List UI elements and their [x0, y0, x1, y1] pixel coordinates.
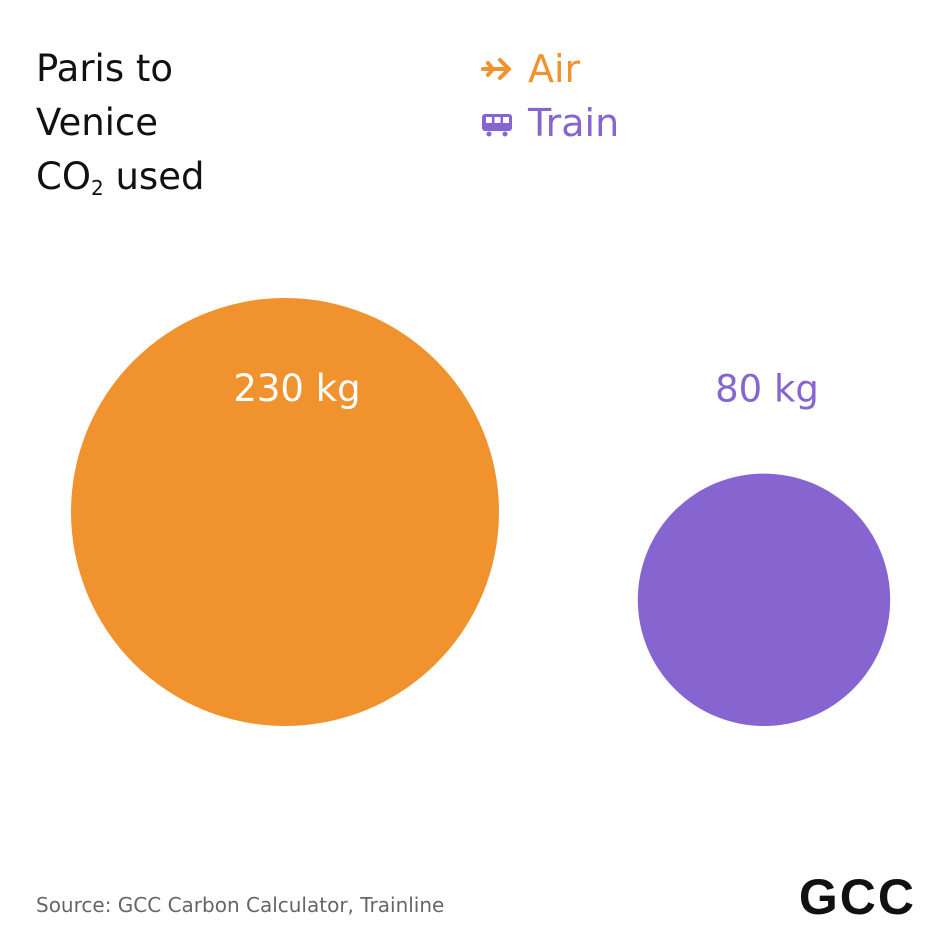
- plane-arrow-icon: [480, 52, 514, 86]
- legend-label-train: Train: [528, 101, 620, 145]
- data-label-air: 230 kg: [233, 367, 360, 410]
- title-subscript: 2: [90, 176, 104, 200]
- title-co: CO: [36, 155, 91, 198]
- chart-title: Paris to Venice CO2 used: [36, 42, 204, 204]
- title-used: used: [103, 155, 205, 198]
- bubble-air: [71, 298, 499, 726]
- legend-item-train: Train: [480, 96, 619, 150]
- legend-item-air: Air: [480, 42, 619, 96]
- legend-label-air: Air: [528, 47, 581, 91]
- title-line-2: Venice: [36, 101, 159, 144]
- title-line-3: CO2 used: [36, 150, 204, 204]
- train-icon: [480, 106, 514, 140]
- data-label-train: 80 kg: [715, 368, 819, 411]
- legend: Air Train: [480, 42, 619, 150]
- title-line-1: Paris to: [36, 47, 173, 90]
- source-note: Source: GCC Carbon Calculator, Trainline: [36, 893, 445, 917]
- bubble-train: [637, 473, 891, 726]
- gcc-logo: GCC: [798, 869, 916, 925]
